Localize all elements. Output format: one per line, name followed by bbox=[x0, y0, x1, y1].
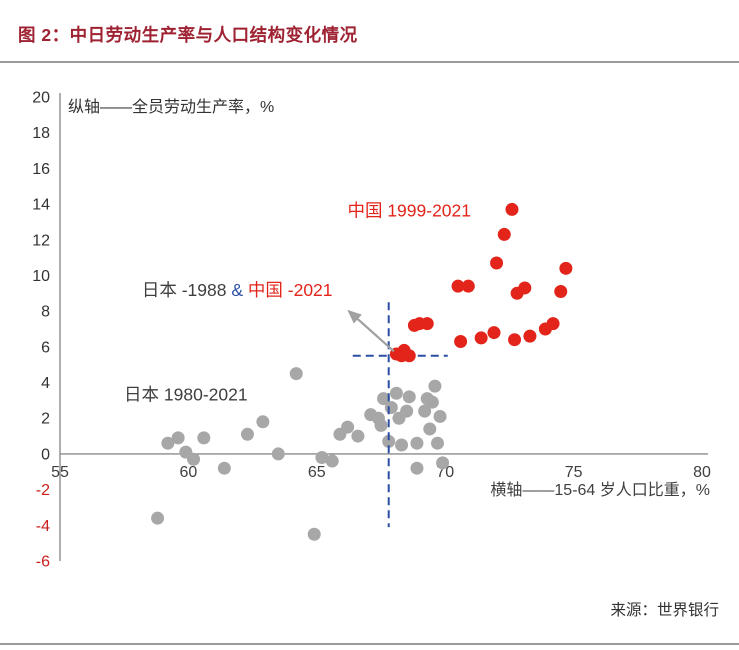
data-point-japan bbox=[436, 456, 450, 470]
data-point-japan bbox=[402, 390, 416, 404]
y-tick-label: -2 bbox=[36, 482, 50, 499]
data-point-japan bbox=[418, 404, 432, 418]
figure-title: 图 2：中日劳动生产率与人口结构变化情况 bbox=[18, 25, 358, 45]
data-point-japan bbox=[171, 431, 185, 445]
data-point-china bbox=[505, 202, 519, 216]
intersection-label-part: 中国 -2021 bbox=[243, 280, 332, 300]
data-point-japan bbox=[256, 415, 270, 429]
data-point-china bbox=[559, 261, 573, 275]
data-point-japan bbox=[161, 436, 175, 450]
data-point-japan bbox=[395, 438, 409, 452]
y-tick-label: 10 bbox=[32, 268, 50, 285]
data-point-china bbox=[402, 349, 416, 363]
x-tick-label: 80 bbox=[693, 464, 711, 481]
data-point-china bbox=[420, 317, 434, 331]
data-point-china bbox=[497, 227, 511, 241]
data-point-china bbox=[554, 285, 568, 299]
data-point-japan bbox=[410, 461, 424, 475]
data-point-china bbox=[454, 334, 468, 348]
x-tick-label: 55 bbox=[51, 464, 69, 481]
y-tick-label: 14 bbox=[32, 197, 50, 214]
data-point-china bbox=[487, 326, 501, 340]
y-tick-label: 4 bbox=[41, 375, 50, 392]
intersection-label: 日本 -1988 & 中国 -2021 bbox=[142, 280, 333, 300]
data-point-japan bbox=[374, 418, 388, 432]
data-point-japan bbox=[307, 527, 321, 541]
x-tick-label: 75 bbox=[565, 464, 583, 481]
y-tick-label: 18 bbox=[32, 125, 50, 142]
data-point-japan bbox=[197, 431, 211, 445]
data-point-china bbox=[451, 279, 465, 293]
data-point-china bbox=[518, 281, 532, 295]
y-tick-label: 8 bbox=[41, 304, 50, 321]
data-point-china bbox=[508, 333, 522, 347]
x-axis-note: 横轴——15-64 岁人口比重，% bbox=[490, 481, 710, 499]
intersection-label-part: 日本 -1988 bbox=[142, 280, 231, 300]
data-point-japan bbox=[289, 367, 303, 381]
x-tick-label: 65 bbox=[308, 464, 326, 481]
china-series-label: 中国 1999-2021 bbox=[347, 201, 471, 221]
data-point-china bbox=[490, 256, 504, 270]
annotation-arrow bbox=[347, 309, 395, 353]
bottom-divider bbox=[0, 643, 739, 645]
data-point-japan bbox=[410, 436, 424, 450]
data-point-japan bbox=[315, 450, 329, 464]
data-point-japan bbox=[217, 461, 231, 475]
data-point-japan bbox=[271, 447, 285, 461]
data-point-japan bbox=[382, 434, 396, 448]
data-point-japan bbox=[351, 429, 365, 443]
data-point-japan bbox=[425, 395, 439, 409]
source-note: 来源：世界银行 bbox=[610, 602, 719, 619]
intersection-label-part: & bbox=[231, 280, 243, 300]
y-tick-label: -4 bbox=[36, 518, 50, 535]
data-point-japan bbox=[187, 452, 201, 466]
y-tick-label: 16 bbox=[32, 161, 50, 178]
y-tick-label: 6 bbox=[41, 339, 50, 356]
data-point-japan bbox=[428, 379, 442, 393]
header-divider bbox=[0, 61, 739, 63]
data-point-japan bbox=[433, 409, 447, 423]
data-point-china bbox=[523, 329, 537, 343]
data-point-china bbox=[461, 279, 475, 293]
data-point-japan bbox=[430, 436, 444, 450]
data-point-japan bbox=[400, 404, 414, 418]
y-tick-label: 12 bbox=[32, 232, 50, 249]
data-point-japan bbox=[240, 427, 254, 441]
data-point-japan bbox=[325, 454, 339, 468]
data-point-japan bbox=[151, 511, 165, 525]
data-point-japan bbox=[377, 392, 391, 406]
japan-series-label: 日本 1980-2021 bbox=[124, 384, 248, 404]
y-tick-label: 0 bbox=[41, 446, 50, 463]
x-tick-label: 60 bbox=[180, 464, 198, 481]
data-point-china bbox=[474, 331, 488, 345]
data-point-china bbox=[546, 317, 560, 331]
y-tick-label: -6 bbox=[36, 554, 50, 571]
data-point-japan bbox=[423, 422, 437, 436]
y-tick-label: 2 bbox=[41, 411, 50, 428]
y-tick-label: 20 bbox=[32, 90, 50, 107]
y-axis-note: 纵轴——全员劳动生产率，% bbox=[68, 98, 274, 116]
data-point-japan bbox=[341, 420, 355, 434]
data-point-japan bbox=[389, 386, 403, 400]
data-point-japan bbox=[384, 401, 398, 415]
